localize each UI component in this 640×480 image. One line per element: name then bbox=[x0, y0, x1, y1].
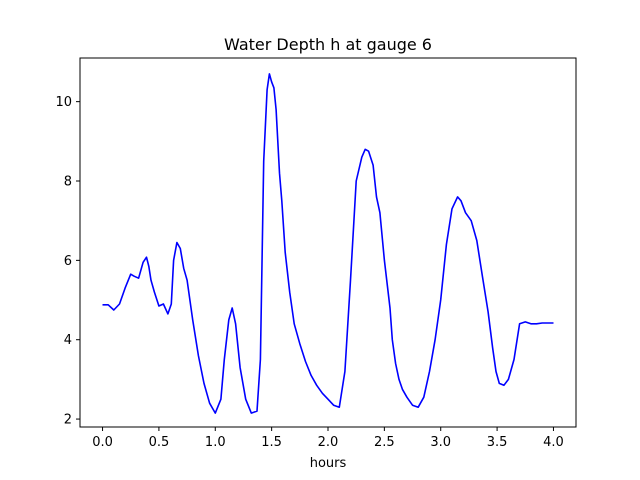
y-tick-label: 6 bbox=[64, 254, 72, 269]
y-axis-ticks: 2 4 6 8 10 bbox=[55, 95, 80, 428]
x-tick-label: 2.5 bbox=[374, 435, 395, 450]
x-axis-ticks: 0.0 0.5 1.0 1.5 2.0 2.5 3.0 3.5 4.0 bbox=[92, 427, 564, 450]
x-axis-label: hours bbox=[310, 456, 347, 471]
x-tick-label: 4.0 bbox=[543, 435, 564, 450]
y-tick-label: 4 bbox=[64, 333, 72, 348]
plot-frame bbox=[79, 57, 577, 428]
x-tick-label: 1.5 bbox=[261, 435, 282, 450]
series-group bbox=[102, 73, 554, 414]
series-line bbox=[102, 73, 554, 414]
y-tick-label: 8 bbox=[64, 175, 72, 190]
x-tick-label: 2.0 bbox=[318, 435, 339, 450]
x-tick-label: 3.5 bbox=[487, 435, 508, 450]
x-tick-label: 0.5 bbox=[149, 435, 170, 450]
x-tick-label: 0.0 bbox=[92, 435, 113, 450]
chart-title: Water Depth h at gauge 6 bbox=[224, 35, 432, 54]
y-tick-label: 10 bbox=[55, 95, 72, 110]
y-tick-label: 2 bbox=[64, 413, 72, 428]
x-tick-label: 3.0 bbox=[430, 435, 451, 450]
x-tick-label: 1.0 bbox=[205, 435, 226, 450]
